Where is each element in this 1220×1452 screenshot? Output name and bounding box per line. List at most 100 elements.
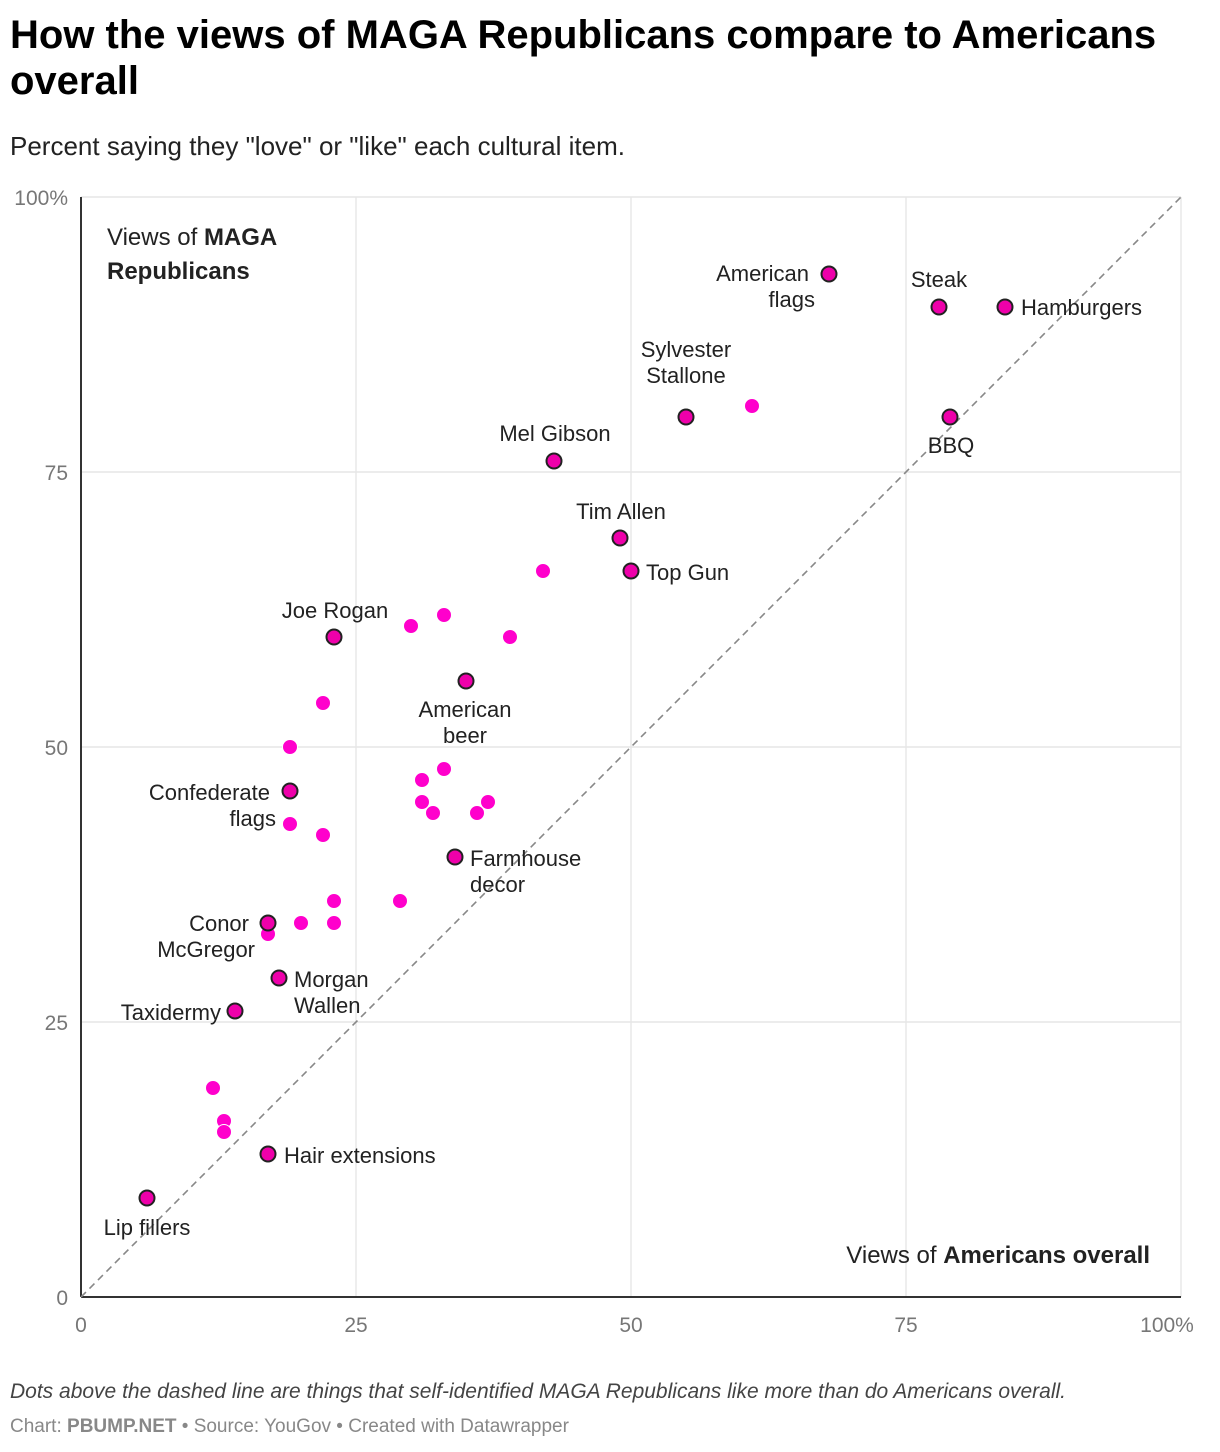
- point-label-line: Farmhouse: [470, 846, 581, 871]
- point-label-line: beer: [443, 723, 487, 748]
- point-label-line: American: [419, 697, 512, 722]
- point-label-line: flags: [769, 287, 815, 312]
- data-point[interactable]: [941, 408, 959, 426]
- data-point[interactable]: [326, 915, 342, 931]
- data-point[interactable]: [744, 398, 760, 414]
- data-point[interactable]: [446, 848, 464, 866]
- data-points: [138, 265, 1014, 1207]
- y-tick-label: 100%: [14, 187, 68, 210]
- data-point[interactable]: [457, 672, 475, 690]
- data-point[interactable]: [281, 782, 299, 800]
- y-tick-label: 0: [56, 1287, 68, 1310]
- data-point[interactable]: [205, 1080, 221, 1096]
- byline-chart-prefix: Chart:: [10, 1416, 62, 1437]
- y-axis-label-line-2: Republicans: [107, 258, 250, 285]
- point-label: Joe Rogan: [282, 598, 388, 623]
- byline-chart-source: PBUMP.NET: [67, 1416, 177, 1437]
- point-label-line: Tim Allen: [576, 499, 666, 524]
- axes: [80, 197, 1181, 1298]
- byline-source-text: • Source: YouGov • Created with Datawrap…: [181, 1416, 569, 1437]
- reference-diagonal-line: [80, 196, 1182, 1298]
- chart-note: Dots above the dashed line are things th…: [10, 1380, 1067, 1403]
- data-point[interactable]: [535, 563, 551, 579]
- point-label-line: McGregor: [157, 937, 255, 962]
- x-tick-label: 75: [894, 1314, 917, 1337]
- point-label-line: Hair extensions: [284, 1143, 436, 1168]
- point-label: Mel Gibson: [499, 421, 610, 446]
- x-axis-label-bold: Americans overall: [943, 1242, 1150, 1269]
- point-label-line: Sylvester: [641, 337, 731, 362]
- point-label: Tim Allen: [576, 499, 666, 524]
- data-point[interactable]: [677, 408, 695, 426]
- data-point[interactable]: [259, 1145, 277, 1163]
- data-point[interactable]: [226, 1002, 244, 1020]
- data-point[interactable]: [282, 816, 298, 832]
- point-label: BBQ: [928, 433, 974, 458]
- data-point[interactable]: [293, 915, 309, 931]
- point-label-line: Taxidermy: [121, 1000, 221, 1025]
- data-point[interactable]: [480, 794, 496, 810]
- data-point[interactable]: [930, 298, 948, 316]
- point-label-line: Mel Gibson: [499, 421, 610, 446]
- data-point[interactable]: [403, 618, 419, 634]
- point-label: American beer: [419, 697, 512, 748]
- point-label-line: decor: [470, 872, 525, 897]
- data-point[interactable]: [611, 529, 629, 547]
- point-label: Lip fillers: [104, 1215, 191, 1240]
- data-point[interactable]: [436, 607, 452, 623]
- data-point[interactable]: [315, 695, 331, 711]
- y-axis-label-bold-1: MAGA: [204, 224, 277, 251]
- data-point[interactable]: [996, 298, 1014, 316]
- data-point[interactable]: [622, 562, 640, 580]
- y-tick-label: 50: [45, 737, 68, 760]
- point-label-line: Lip fillers: [104, 1215, 191, 1240]
- data-point[interactable]: [392, 893, 408, 909]
- point-label: Farmhouse decor: [470, 846, 581, 897]
- chart-title: How the views of MAGA Republicans compar…: [10, 13, 1157, 103]
- point-label-line: Wallen: [294, 993, 360, 1018]
- data-point[interactable]: [820, 265, 838, 283]
- data-point[interactable]: [325, 628, 343, 646]
- point-label-line: Hamburgers: [1021, 295, 1142, 320]
- data-point[interactable]: [216, 1124, 232, 1140]
- point-label-line: Morgan: [294, 967, 369, 992]
- data-point[interactable]: [138, 1189, 156, 1207]
- data-point[interactable]: [469, 805, 485, 821]
- point-label: American flags: [716, 261, 815, 312]
- chart-subtitle: Percent saying they "love" or "like" eac…: [10, 131, 625, 161]
- data-point[interactable]: [259, 914, 277, 932]
- x-tick-label: 100%: [1140, 1314, 1194, 1337]
- data-point[interactable]: [282, 739, 298, 755]
- point-label: Top Gun: [646, 560, 729, 585]
- data-point[interactable]: [545, 452, 563, 470]
- point-label: Confederate flags: [149, 780, 276, 831]
- point-label-line: Stallone: [646, 363, 726, 388]
- point-label-line: BBQ: [928, 433, 974, 458]
- point-label-line: flags: [230, 806, 276, 831]
- point-label-line: Steak: [911, 267, 968, 292]
- data-point[interactable]: [425, 805, 441, 821]
- grid-lines: [81, 196, 1182, 1297]
- data-point[interactable]: [315, 827, 331, 843]
- point-label-line: Conor: [189, 911, 249, 936]
- data-point[interactable]: [326, 893, 342, 909]
- data-point[interactable]: [436, 761, 452, 777]
- point-label-line: Top Gun: [646, 560, 729, 585]
- tick-labels: 00 25 25 50 50 75 75 100% 100%: [14, 187, 1194, 1337]
- data-point[interactable]: [502, 629, 518, 645]
- point-label-line: American: [716, 261, 809, 286]
- scatter-chart: 00 25 25 50 50 75 75 100% 100% Views of MAGA Rep…: [14, 187, 1194, 1337]
- point-label: Morgan Wallen: [294, 967, 369, 1018]
- point-label-line: Joe Rogan: [282, 598, 388, 623]
- point-label: Hamburgers: [1021, 295, 1142, 320]
- x-tick-label: 50: [619, 1314, 642, 1337]
- data-point[interactable]: [414, 794, 430, 810]
- data-point[interactable]: [414, 772, 430, 788]
- point-label-line: Confederate: [149, 780, 270, 805]
- data-point[interactable]: [270, 969, 288, 987]
- point-label: Sylvester Stallone: [641, 337, 731, 388]
- y-axis-label: Views of MAGA: [107, 224, 277, 251]
- x-axis-label-prefix: Views of: [846, 1242, 943, 1269]
- y-tick-label: 75: [45, 462, 68, 485]
